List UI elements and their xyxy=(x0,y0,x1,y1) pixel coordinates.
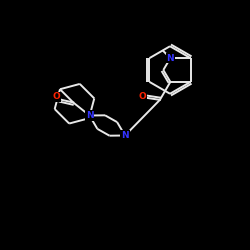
Text: O: O xyxy=(138,92,146,101)
Text: N: N xyxy=(166,54,174,62)
Text: O: O xyxy=(52,92,60,102)
Text: N: N xyxy=(121,131,129,140)
Text: N: N xyxy=(86,111,93,120)
